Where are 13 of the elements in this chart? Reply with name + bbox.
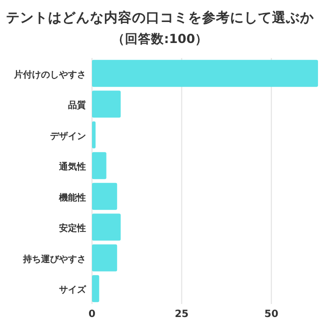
xtick: 25 (174, 309, 189, 320)
ytick: 品質 (68, 101, 86, 112)
ytick: 安定性 (59, 224, 86, 234)
subtitle: （回答数:100） (112, 31, 208, 46)
xtick: 50 (264, 309, 278, 320)
ytick: 持ち運びやすさ (23, 254, 86, 265)
title: テントはどんな内容の口コミを参考にして選ぶか (6, 10, 314, 26)
ytick: サイズ (59, 286, 86, 296)
ytick: デザイン (50, 132, 86, 142)
ytick: 片付けのしやすさ (14, 70, 86, 80)
ytick: 機能性 (59, 193, 86, 204)
xtick: 0 (88, 309, 96, 320)
ytick: 通気性 (59, 162, 86, 173)
